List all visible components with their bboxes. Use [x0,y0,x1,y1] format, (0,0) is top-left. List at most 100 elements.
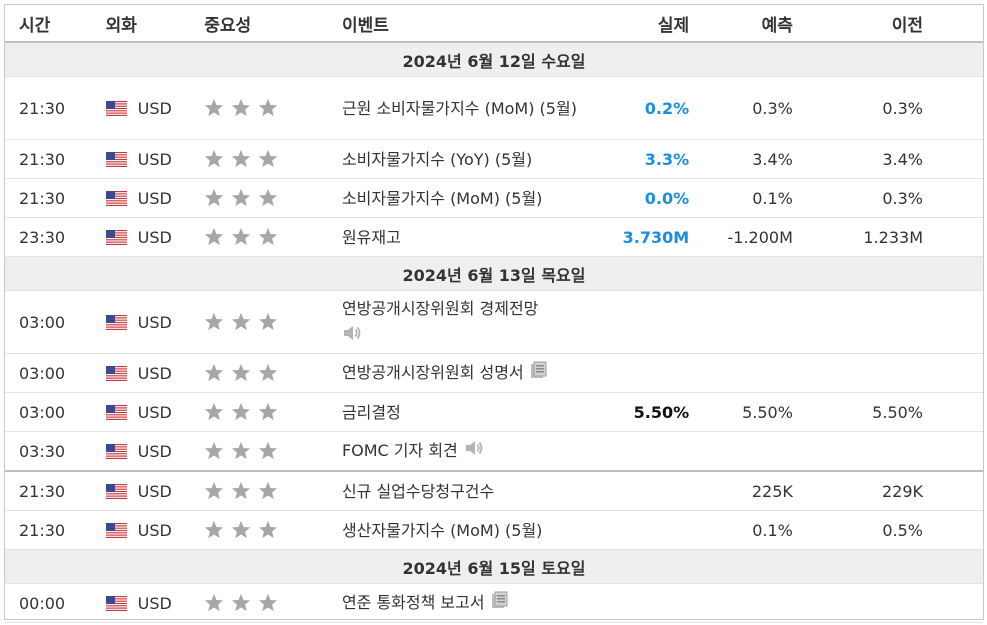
currency-cell: USD [105,217,205,257]
table-row[interactable]: 03:00 USD 금리결정 5.50% 5.50% 5.50% [5,392,983,432]
event-name[interactable]: 연방공개시장위원회 경제전망 [341,298,539,318]
currency-code: USD [137,593,172,613]
previous-value: 229K [792,471,983,511]
star-icon [204,441,231,461]
event-name[interactable]: FOMC 기자 회견 [341,441,458,460]
currency-code: USD [137,441,172,461]
event-time: 03:30 [5,431,106,472]
importance-stars [204,431,342,472]
event-time: 23:30 [5,217,106,257]
date-row: 2024년 6월 15일 토요일 [5,549,983,584]
event-name[interactable]: 금리결정 [341,402,401,422]
event-name[interactable]: 신규 실업수당청구건수 [341,481,495,501]
header-event[interactable]: 이벤트 [341,5,607,43]
currency-code: USD [137,481,172,501]
currency-cell: USD [105,139,205,179]
speaker-icon[interactable] [464,438,484,465]
star-icon [258,441,285,461]
table-row[interactable]: 21:30 USD 근원 소비자물가지수 (MoM) (5월) 0.2% 0.3% 0.3… [5,76,983,140]
currency-cell: USD [105,510,205,550]
table-row[interactable]: 21:30 USD 소비자물가지수 (YoY) (5월) 3.3% 3.4% 3.4% [5,139,983,179]
speaker-icon[interactable] [342,323,362,350]
actual-value: 0.2% [606,76,690,140]
document-icon[interactable] [491,590,509,617]
currency-cell: USD [105,76,205,140]
importance-stars [204,583,342,623]
event-cell: 연방공개시장위원회 성명서 [341,353,607,393]
us-flag-icon [105,483,127,499]
star-icon [258,149,285,169]
us-flag-icon [105,595,127,611]
header-previous[interactable]: 이전 [792,5,983,43]
forecast-value: 0.3% [689,76,793,140]
event-name[interactable]: 생산자물가지수 (MoM) (5월) [341,520,543,540]
actual-value: 3.3% [606,139,690,179]
event-cell: 연준 통화정책 보고서 [341,583,607,623]
previous-value: 5.50% [792,392,983,432]
header-time[interactable]: 시간 [5,5,106,43]
actual-value [606,290,690,354]
event-name[interactable]: 소비자물가지수 (YoY) (5월) [341,149,533,169]
forecast-value: 5.50% [689,392,793,432]
event-cell: 소비자물가지수 (MoM) (5월) [341,178,607,218]
event-cell: 금리결정 [341,392,607,432]
document-icon[interactable] [530,360,548,387]
previous-value: 1.233M [792,217,983,257]
header-currency[interactable]: 외화 [105,5,205,43]
header-actual[interactable]: 실제 [606,5,690,43]
star-icon [204,227,231,247]
table-row[interactable]: 00:00 USD 연준 통화정책 보고서 [5,583,983,623]
star-icon [258,481,285,501]
importance-stars [204,290,342,354]
table-header: 시간 외화 중요성 이벤트 실제 예측 이전 [5,5,983,43]
star-icon [258,98,285,118]
event-cell: 근원 소비자물가지수 (MoM) (5월) [341,76,607,140]
currency-code: USD [137,402,172,422]
table-row[interactable]: 03:00 USD 연방공개시장위원회 경제전망 [5,290,983,354]
currency-code: USD [137,188,172,208]
header-importance[interactable]: 중요성 [204,5,342,43]
table-row[interactable]: 21:30 USD 신규 실업수당청구건수 225K 229K [5,471,983,511]
event-name[interactable]: 소비자물가지수 (MoM) (5월) [341,188,543,208]
previous-value: 0.3% [792,76,983,140]
event-time: 03:00 [5,353,106,393]
table-row[interactable]: 21:30 USD 소비자물가지수 (MoM) (5월) 0.0% 0.1% 0.3% [5,178,983,218]
actual-value [606,583,690,623]
us-flag-icon [105,365,127,381]
currency-cell: USD [105,290,205,354]
star-icon [204,312,231,332]
star-icon [204,149,231,169]
event-name[interactable]: 원유재고 [341,227,401,247]
us-flag-icon [105,314,127,330]
currency-code: USD [137,363,172,383]
event-time: 21:30 [5,178,106,218]
table-row[interactable]: 21:30 USD 생산자물가지수 (MoM) (5월) 0.1% 0.5% [5,510,983,550]
event-name[interactable]: 연방공개시장위원회 성명서 [341,363,524,382]
star-icon [231,98,258,118]
star-icon [231,402,258,422]
table-row[interactable]: 23:30 USD 원유재고 3.730M -1.200M 1.233M [5,217,983,257]
table-row[interactable]: 03:30 USD FOMC 기자 회견 [5,431,983,472]
forecast-value: 0.1% [689,510,793,550]
star-icon [258,312,285,332]
currency-cell: USD [105,353,205,393]
table-row[interactable]: 03:00 USD 연방공개시장위원회 성명서 [5,353,983,393]
header-forecast[interactable]: 예측 [689,5,793,43]
star-icon [258,227,285,247]
event-name[interactable]: 근원 소비자물가지수 (MoM) (5월) [341,98,577,118]
event-time: 21:30 [5,139,106,179]
currency-cell: USD [105,178,205,218]
currency-code: USD [137,149,172,169]
importance-stars [204,139,342,179]
event-name[interactable]: 연준 통화정책 보고서 [341,593,485,612]
currency-cell: USD [105,431,205,472]
us-flag-icon [105,229,127,245]
date-row: 2024년 6월 13일 목요일 [5,256,983,291]
economic-calendar: 시간 외화 중요성 이벤트 실제 예측 이전 2024년 6월 12일 수요일 2… [4,4,984,623]
actual-value: 3.730M [606,217,690,257]
currency-cell: USD [105,471,205,511]
previous-value [792,431,983,472]
star-icon [204,481,231,501]
star-icon [231,441,258,461]
currency-code: USD [137,520,172,540]
